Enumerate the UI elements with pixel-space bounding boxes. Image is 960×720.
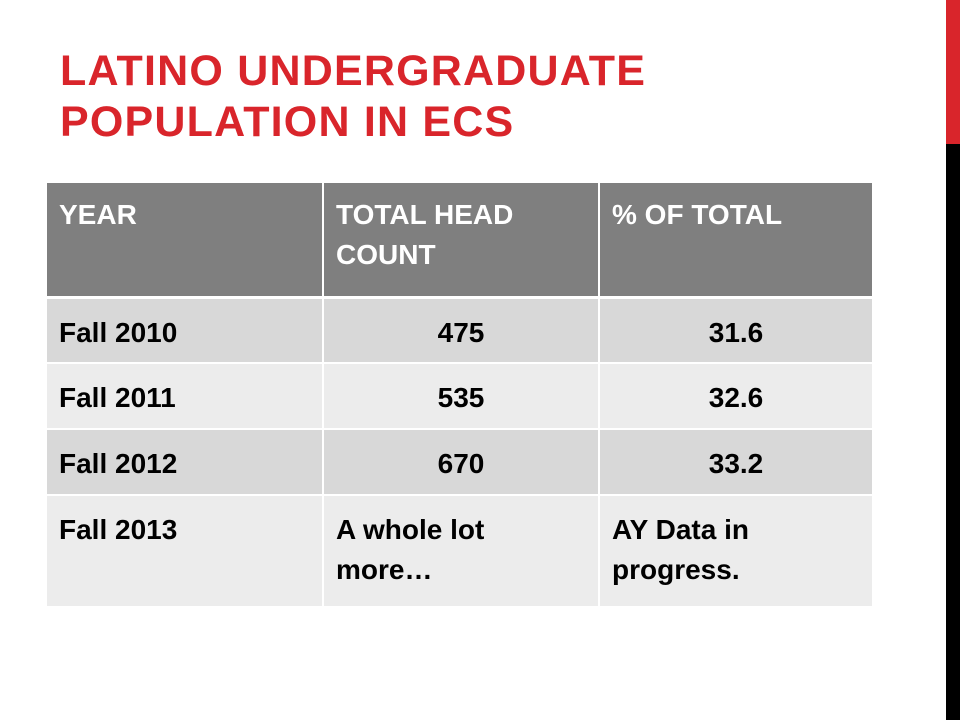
cell-head-count: A whole lot more… [323,495,600,608]
slide-title: LATINO UNDERGRADUATE POPULATION IN ECS [60,47,647,146]
cell-head-count: 475 [323,297,600,364]
table-row: Fall 2012 670 33.2 [47,429,872,496]
table-header-row: YEAR TOTAL HEAD COUNT % OF TOTAL [47,183,872,299]
table-row: Fall 2013 A whole lot more… AY Data in p… [47,495,872,608]
cell-percent: 33.2 [599,429,872,496]
cell-year: Fall 2011 [47,363,324,430]
cell-year: Fall 2012 [47,429,324,496]
accent-bar-black [946,144,960,720]
cell-percent: 31.6 [599,297,872,364]
cell-year: Fall 2010 [47,297,324,364]
header-year: YEAR [47,183,324,299]
cell-head-count: 670 [323,429,600,496]
header-total-head-count: TOTAL HEAD COUNT [323,183,600,299]
cell-year: Fall 2013 [47,495,324,608]
data-table: YEAR TOTAL HEAD COUNT % OF TOTAL Fall 20… [47,183,872,608]
table-row: Fall 2011 535 32.6 [47,363,872,430]
accent-bar-red [946,0,960,144]
cell-head-count: 535 [323,363,600,430]
table-row: Fall 2010 475 31.6 [47,297,872,364]
header-percent-of-total: % OF TOTAL [599,183,872,299]
cell-percent: 32.6 [599,363,872,430]
cell-percent: AY Data in progress. [599,495,872,608]
